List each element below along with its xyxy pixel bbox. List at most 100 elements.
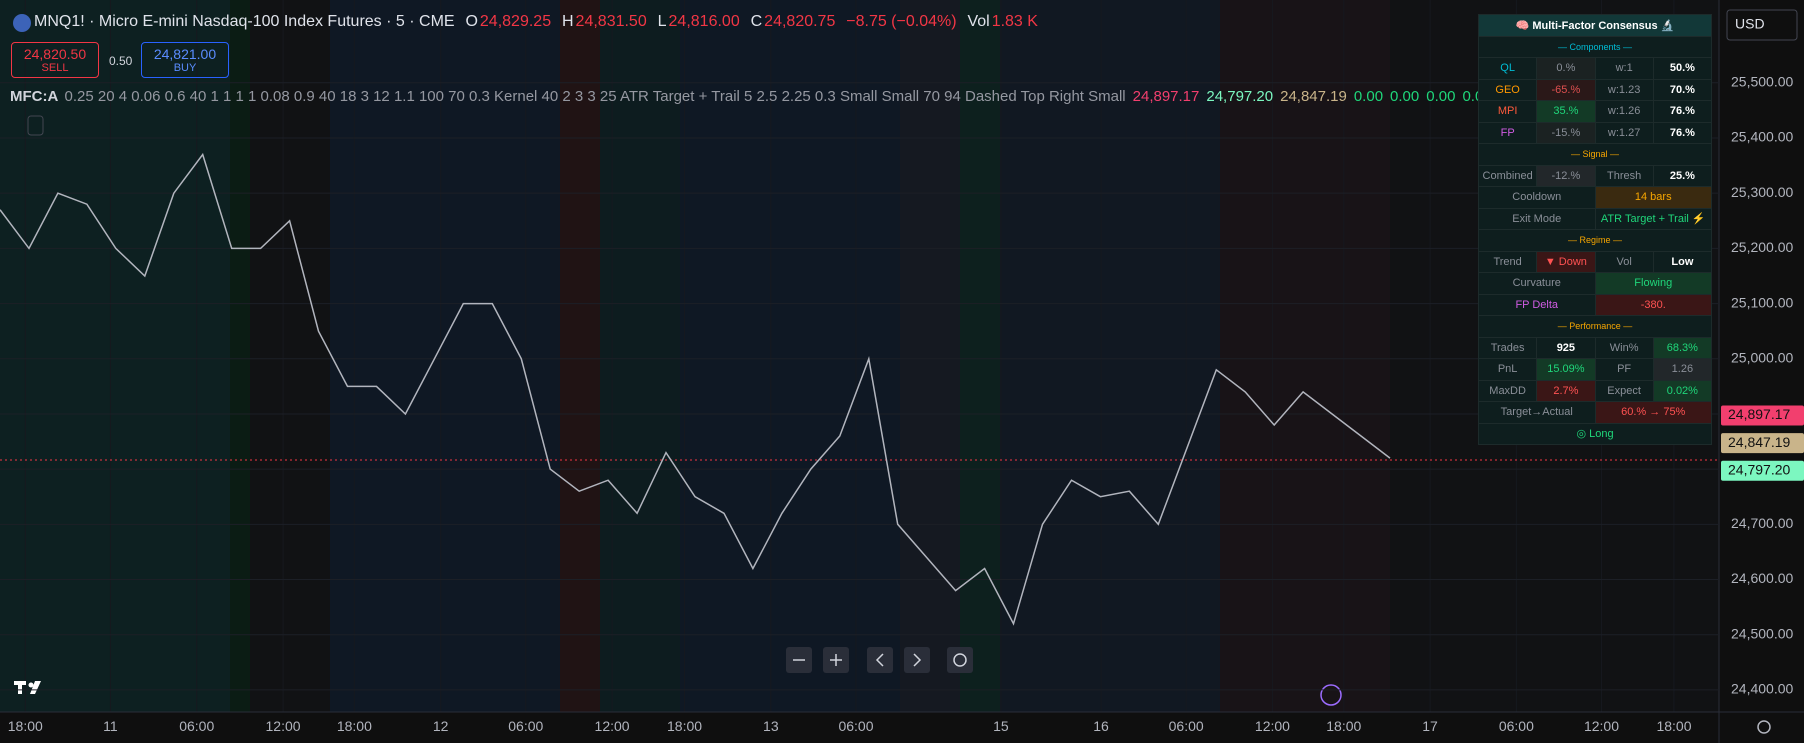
panel-cell: 0.02% (1652, 379, 1713, 402)
panel-footer: ◎ Long (1478, 422, 1712, 445)
x-tick-label: 18:00 (1326, 718, 1362, 734)
collapse[interactable] (27, 115, 44, 136)
indicator-value: 24,847.19 (1280, 88, 1347, 105)
indicator-name: MFC:A (10, 88, 59, 105)
panel-cell: Thresh (1594, 164, 1654, 187)
panel-cell: w:1 (1594, 57, 1654, 80)
panel-row: — Performance — (1478, 315, 1712, 338)
panel-cell: Exit Mode (1478, 207, 1596, 230)
panel-cell: 60.% → 75% (1594, 401, 1712, 424)
volume: 1.83 K (991, 13, 1038, 30)
scroll-right[interactable] (904, 647, 930, 673)
panel-cell: Vol (1594, 250, 1654, 273)
price-tag (1721, 405, 1804, 426)
panel-cell: PnL (1477, 358, 1538, 381)
panel-row: — Components — (1478, 35, 1712, 58)
x-tick-label: 18:00 (667, 718, 703, 734)
toolbar[interactable] (786, 647, 973, 673)
open: 24,829.25 (479, 13, 552, 30)
panel-cell: Low (1652, 250, 1713, 273)
panel-row: QL 0.% w:1 50.% (1477, 57, 1713, 80)
panel-cell: -65.% (1536, 78, 1596, 101)
indicator-legend: MFC:A 0.25 20 4 0.06 0.6 40 1 1 1 1 0.08… (10, 88, 1673, 105)
y-tick-label: 24,700.00 (1731, 515, 1793, 531)
panel-row: PnL 15.09% PF 1.26 (1477, 358, 1713, 381)
tv-logo (14, 681, 41, 694)
panel-cell: w:1.26 (1594, 100, 1654, 123)
panel-row: Exit Mode ATR Target + Trail ⚡ (1478, 207, 1712, 230)
indicator-value: 0.00 (1426, 88, 1456, 105)
session-band (960, 0, 1000, 712)
panel-cell: 50.% (1652, 57, 1713, 80)
panel-title: 🧠 Multi-Factor Consensus 🔬 (1478, 14, 1712, 37)
currency-box[interactable] (1726, 9, 1798, 41)
y-tick-label: 24,600.00 (1731, 570, 1793, 586)
indicator-value: 24,797.20 (1206, 88, 1274, 105)
x-tick-label: 18:00 (336, 718, 372, 734)
panel-cell: GEO (1477, 78, 1538, 101)
buy-button[interactable]: 24,821.00 BUY (141, 42, 229, 78)
replay-button[interactable] (1320, 684, 1342, 706)
x-tick-label: 06:00 (838, 718, 874, 734)
x-tick-label: 11 (103, 718, 118, 734)
y-tick-label: 24,400.00 (1731, 681, 1793, 697)
panel-cell: Trend (1477, 250, 1538, 273)
panel-cell: 925 (1536, 336, 1596, 359)
reset[interactable] (947, 647, 973, 673)
price-tag-label: 24,847.19 (1728, 434, 1790, 450)
panel-cell: Trades (1477, 336, 1538, 359)
price-line (0, 152, 1391, 626)
panel-section: — Components — (1478, 35, 1712, 58)
x-tick-label: 16 (1093, 718, 1109, 734)
flag (13, 14, 31, 32)
session-band (330, 0, 560, 712)
buy-label: BUY (173, 62, 197, 74)
y-tick-label: 25,200.00 (1731, 239, 1793, 255)
sell-button[interactable]: 24,820.50 SELL (11, 42, 99, 78)
y-tick-label: 25,300.00 (1731, 184, 1793, 200)
x-tick-label: 12:00 (1583, 718, 1620, 734)
session-band (900, 0, 960, 712)
panel-cell: 76.% (1652, 100, 1713, 123)
panel-section: — Regime — (1478, 229, 1712, 252)
x-tick-label: 15 (993, 718, 1009, 734)
vol-label: Vol (967, 13, 990, 30)
settings[interactable] (1757, 720, 1771, 734)
session-band (600, 0, 680, 712)
symbol-header: MNQ1! · Micro E-mini Nasdaq-100 Index Fu… (34, 13, 1040, 31)
y-tick-label: 25,000.00 (1731, 349, 1793, 365)
sell-label: SELL (41, 62, 69, 74)
panel-row: Target→Actual 60.% → 75% (1478, 401, 1712, 424)
x-tick-label: 12:00 (594, 718, 630, 734)
session-bands (0, 0, 1675, 712)
panel-title-row: 🧠 Multi-Factor Consensus 🔬 (1478, 14, 1712, 37)
x-tick-label: 18:00 (1656, 718, 1692, 734)
x-tick-label: 06:00 (179, 718, 215, 734)
panel-cell: FP Delta (1478, 293, 1596, 316)
price-tag (1721, 460, 1804, 481)
y-tick-label: 25,400.00 (1731, 129, 1793, 145)
panel-row: Cooldown 14 bars (1478, 186, 1712, 209)
price-tag-label: 24,797.20 (1728, 461, 1790, 477)
price-tag (1721, 433, 1804, 454)
panel-cell: Cooldown (1478, 186, 1596, 209)
x-tick-label: 18:00 (7, 718, 43, 734)
x-tick-label: 06:00 (1498, 718, 1534, 734)
l-label: L (657, 13, 667, 30)
scroll-left[interactable] (867, 647, 893, 673)
panel-row: Curvature Flowing (1478, 272, 1712, 295)
y-tick-label: 25,500.00 (1731, 73, 1793, 89)
panel-cell: 70.% (1652, 78, 1713, 101)
x-tick-label: 06:00 (508, 718, 544, 734)
session-band (1000, 0, 1220, 712)
indicator-value: 0.00 (1390, 88, 1420, 105)
x-tick-label: 13 (763, 718, 779, 734)
high: 24,831.50 (575, 13, 647, 30)
panel-row: — Signal — (1478, 143, 1712, 166)
sell-price: 24,820.50 (23, 46, 87, 62)
currency[interactable]: USD (1735, 16, 1765, 32)
session-band (1220, 0, 1390, 712)
panel-row: — Regime — (1478, 229, 1712, 252)
panel-section: — Performance — (1478, 315, 1712, 338)
